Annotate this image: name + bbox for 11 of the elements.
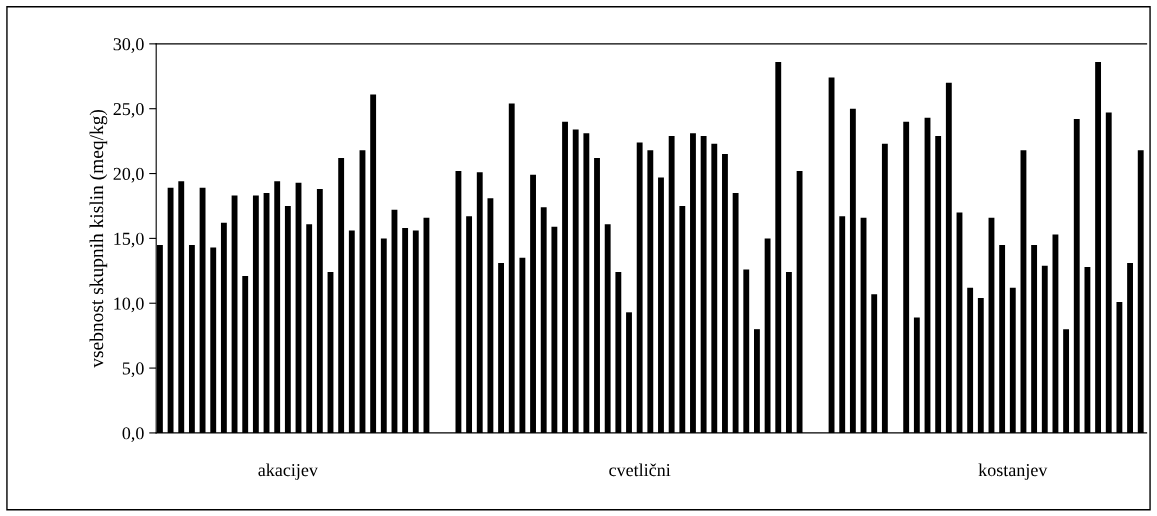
y-tick-label: 10,0 [114, 297, 144, 313]
y-tick-label: 15,0 [114, 232, 144, 248]
y-tick-label: 20,0 [113, 167, 144, 183]
x-tick-label: kostanjev [978, 463, 1048, 480]
x-tick-label: akacijev [258, 463, 318, 480]
y-tick-label: 0,0 [122, 427, 144, 442]
x-tick-label: cvetlični [609, 463, 671, 477]
y-tick-label: 30,0 [113, 38, 144, 53]
y-tick-label: 5,0 [122, 362, 144, 378]
y-tick-label: 25,0 [113, 102, 144, 118]
y-axis-title: vsebnost skupnih kislin (meq/kg) [89, 109, 108, 368]
